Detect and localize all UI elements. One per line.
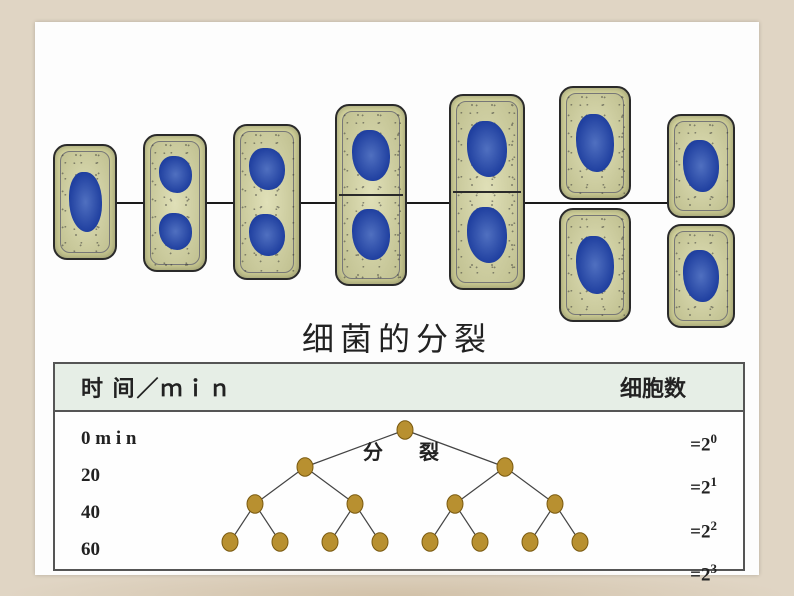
bacterium-cell-4: [449, 94, 525, 290]
bacterium-cell-3: [335, 104, 407, 286]
tree-node-icon: [422, 533, 438, 551]
diagram-title: 细菌的分裂: [35, 314, 759, 360]
tree-node-icon: [347, 495, 363, 513]
tree-node-icon: [572, 533, 588, 551]
tree-node-icon: [322, 533, 338, 551]
tree-node-icon: [372, 533, 388, 551]
nucleoid-icon: [467, 121, 507, 177]
nucleoid-icon: [683, 250, 718, 302]
tree-edge: [505, 467, 555, 504]
count-column: =20=21=22=23: [690, 420, 717, 593]
header-time: 时 间／ｍｉｎ: [55, 371, 563, 403]
nucleoid-icon: [467, 207, 507, 263]
count-cell: =22: [690, 507, 717, 550]
nucleoid-icon: [576, 236, 613, 295]
count-cell: =20: [690, 420, 717, 463]
division-table: 时 间／ｍｉｎ 细胞数 0 m i n204060 =20=21=22=23 分…: [53, 362, 745, 571]
nucleoid-icon: [683, 140, 718, 192]
tree-node-icon: [472, 533, 488, 551]
tree-edge: [305, 467, 355, 504]
tree-node-icon: [522, 533, 538, 551]
tree-node-icon: [297, 458, 313, 476]
time-cell: 20: [81, 457, 136, 494]
table-body: 0 m i n204060 =20=21=22=23 分 裂: [55, 412, 743, 569]
nucleoid-icon: [352, 130, 389, 181]
count-cell: =23: [690, 550, 717, 593]
tree-node-icon: [222, 533, 238, 551]
time-cell: 40: [81, 494, 136, 531]
bacterium-cell-7: [667, 114, 735, 218]
split-label: 分 裂: [363, 436, 447, 465]
bacterium-cell-2: [233, 124, 301, 280]
nucleoid-icon: [352, 209, 389, 260]
nucleoid-icon: [249, 214, 284, 257]
tree-node-icon: [272, 533, 288, 551]
tree-edge: [255, 467, 305, 504]
binary-tree-diagram: 分 裂: [205, 412, 605, 569]
time-column: 0 m i n204060: [81, 420, 136, 568]
content-panel: 细菌的分裂 时 间／ｍｉｎ 细胞数 0 m i n204060 =20=21=2…: [35, 22, 759, 575]
tree-node-icon: [497, 458, 513, 476]
bacterium-cell-5: [559, 86, 631, 200]
septum-line: [339, 194, 403, 196]
table-header: 时 间／ｍｉｎ 细胞数: [55, 364, 743, 412]
slide-page: 细菌的分裂 时 间／ｍｉｎ 细胞数 0 m i n204060 =20=21=2…: [0, 0, 794, 596]
count-cell: =21: [690, 463, 717, 506]
septum-line: [453, 191, 521, 193]
fission-diagram: [35, 82, 759, 322]
bacterium-cell-6: [559, 208, 631, 322]
tree-edge: [455, 467, 505, 504]
bacterium-cell-0: [53, 144, 117, 260]
nucleoid-icon: [576, 114, 613, 173]
tree-node-icon: [547, 495, 563, 513]
tree-node-icon: [447, 495, 463, 513]
bacterium-cell-8: [667, 224, 735, 328]
time-cell: 0 m i n: [81, 420, 136, 457]
time-cell: 60: [81, 531, 136, 568]
nucleoid-icon: [249, 148, 284, 191]
bacterium-cell-1: [143, 134, 207, 272]
header-count: 细胞数: [563, 371, 743, 403]
tree-node-icon: [247, 495, 263, 513]
